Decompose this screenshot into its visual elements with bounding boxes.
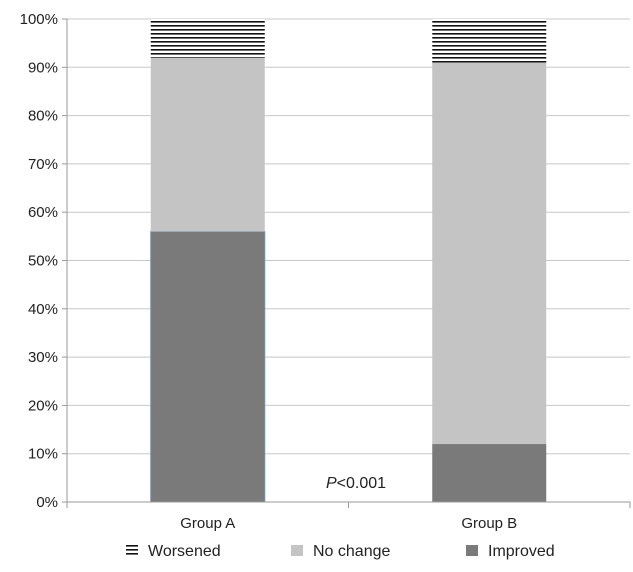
bar-group-b-improved	[432, 444, 547, 502]
y-tick-label-20: 20%	[28, 397, 58, 414]
legend-item-improved: Improved	[466, 543, 555, 560]
legend-label-no-change: No change	[313, 543, 390, 560]
p-value-threshold: <0.001	[337, 475, 386, 492]
bar-group-a-no-change	[150, 57, 265, 232]
y-tick-label-50: 50%	[28, 253, 58, 270]
legend-label-improved: Improved	[488, 543, 555, 560]
axes	[62, 18, 631, 508]
y-tick-label-60: 60%	[28, 204, 58, 221]
bar-group-a-improved	[150, 231, 266, 503]
legend-item-worsened: Worsened	[126, 543, 221, 560]
y-tick-label-30: 30%	[28, 349, 58, 366]
bar-group-b-worsened	[432, 19, 547, 63]
y-tick-labels: 0% 10% 20% 30% 40% 50% 60% 70% 80% 90% 100%	[20, 11, 58, 511]
y-tick-label-90: 90%	[28, 59, 58, 76]
y-tick-label-40: 40%	[28, 301, 58, 318]
y-tick-label-70: 70%	[28, 156, 58, 173]
y-tick-label-0: 0%	[36, 494, 58, 511]
y-tick-label-100: 100%	[20, 11, 58, 28]
y-tick-label-80: 80%	[28, 108, 58, 125]
category-label-group-b: Group B	[461, 515, 517, 532]
p-value-symbol: P	[326, 475, 337, 492]
legend-swatch-worsened	[126, 545, 138, 556]
legend: Worsened No change Improved	[126, 543, 555, 560]
y-tick-label-10: 10%	[28, 446, 58, 463]
bar-group-a-worsened	[150, 19, 265, 58]
legend-item-no-change: No change	[291, 543, 390, 560]
bar-group-b-no-change	[432, 62, 547, 445]
legend-swatch-no-change	[291, 545, 303, 556]
category-label-group-a: Group A	[180, 515, 235, 532]
category-labels: Group A Group B	[180, 515, 517, 532]
legend-swatch-improved	[466, 545, 478, 556]
legend-label-worsened: Worsened	[148, 543, 221, 560]
bars	[150, 19, 547, 503]
p-value-annotation: P<0.001	[326, 475, 386, 492]
